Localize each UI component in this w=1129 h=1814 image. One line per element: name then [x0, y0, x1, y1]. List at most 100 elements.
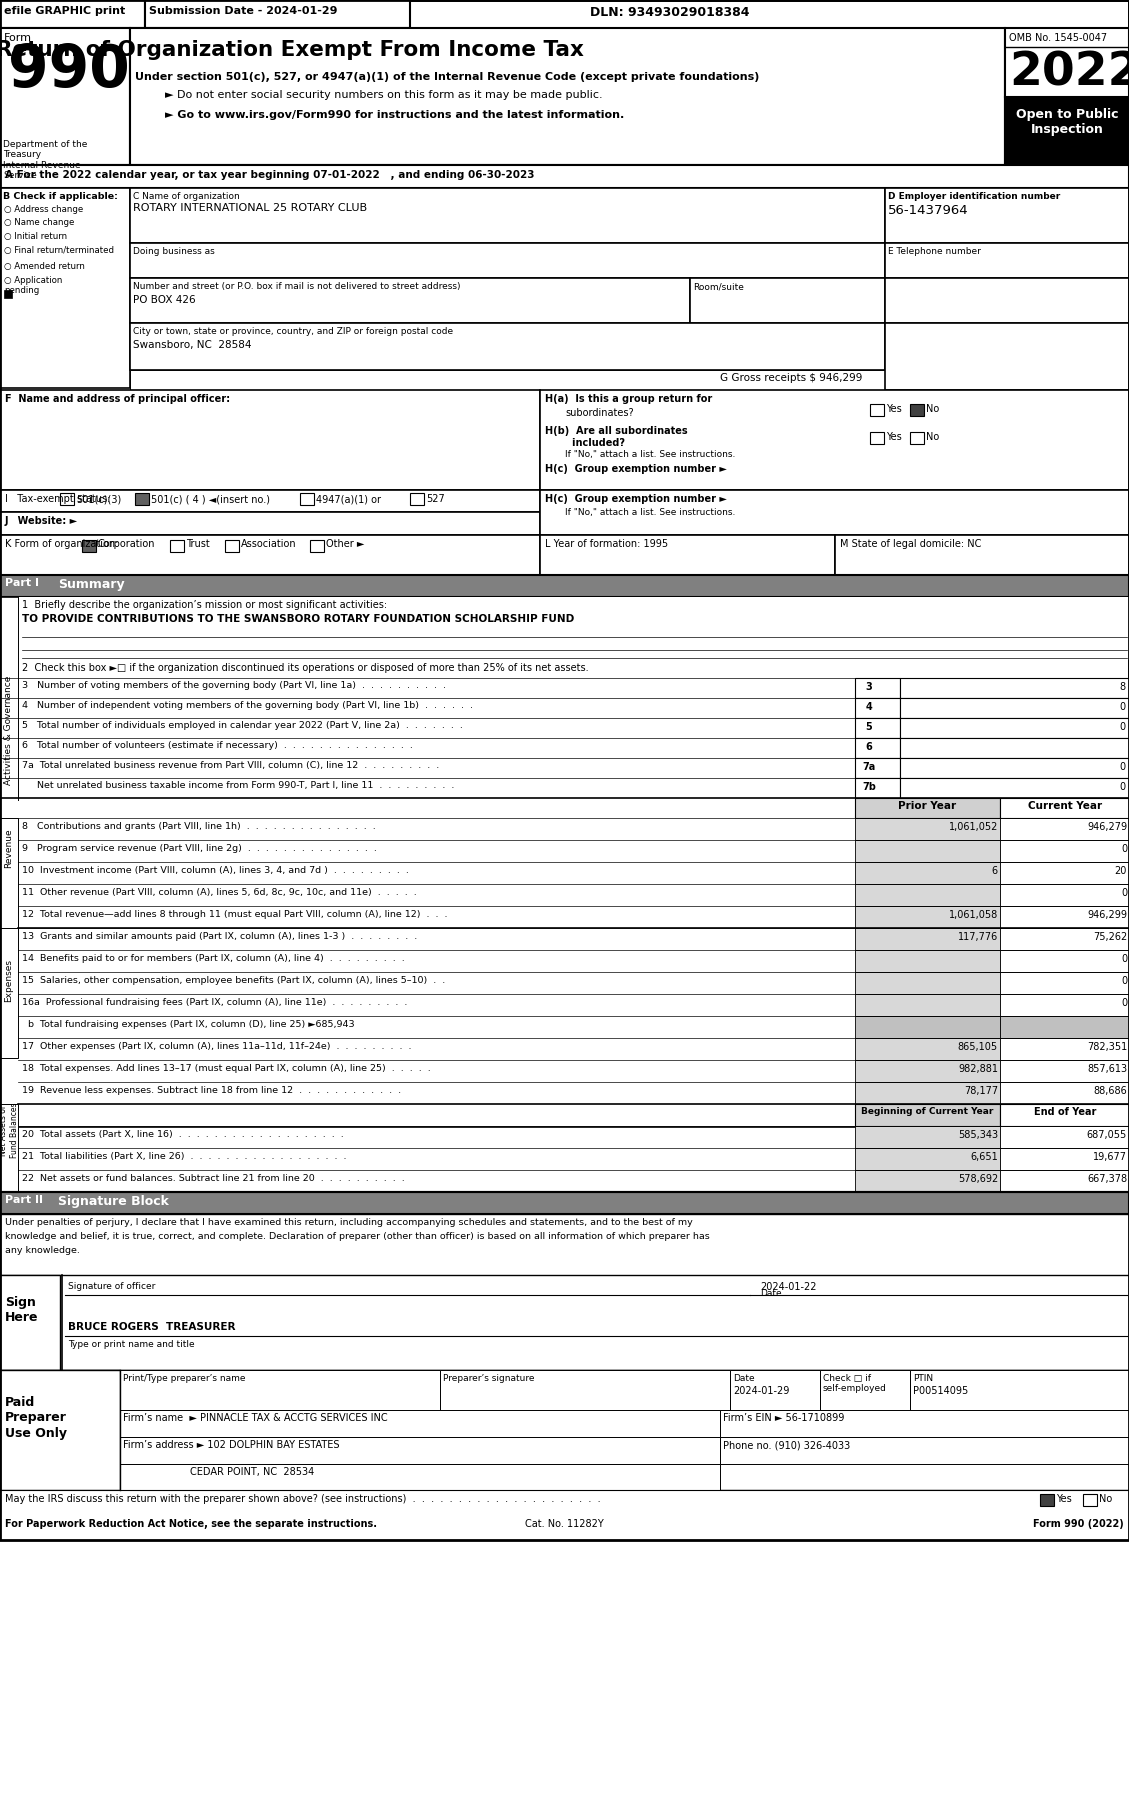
Bar	[720, 1409, 1129, 1437]
Text: 0: 0	[1120, 782, 1126, 793]
Text: 6   Total number of volunteers (estimate if necessary)  .  .  .  .  .  .  .  .  : 6 Total number of volunteers (estimate i…	[21, 740, 413, 749]
Text: efile GRAPHIC print: efile GRAPHIC print	[5, 5, 125, 16]
Text: D Employer identification number: D Employer identification number	[889, 192, 1060, 201]
Text: Yes: Yes	[1056, 1495, 1071, 1504]
Text: Under section 501(c), 527, or 4947(a)(1) of the Internal Revenue Code (except pr: Under section 501(c), 527, or 4947(a)(1)…	[135, 73, 760, 82]
Text: Net unrelated business taxable income from Form 990-T, Part I, line 11  .  .  . : Net unrelated business taxable income fr…	[21, 782, 454, 791]
Text: K Form of organization:: K Form of organization:	[5, 539, 119, 550]
Text: B Check if applicable:: B Check if applicable:	[3, 192, 117, 201]
Bar	[1005, 96, 1129, 165]
Bar	[0, 1214, 1129, 1275]
Text: TO PROVIDE CONTRIBUTIONS TO THE SWANSBORO ROTARY FOUNDATION SCHOLARSHIP FUND: TO PROVIDE CONTRIBUTIONS TO THE SWANSBOR…	[21, 613, 575, 624]
Text: 982,881: 982,881	[959, 1065, 998, 1074]
Bar	[855, 1016, 1000, 1038]
Bar	[410, 493, 425, 504]
Bar	[0, 189, 130, 388]
Text: City or town, state or province, country, and ZIP or foreign postal code: City or town, state or province, country…	[133, 327, 453, 336]
Text: 0: 0	[1121, 998, 1127, 1009]
Bar	[855, 698, 900, 718]
Bar	[120, 1370, 440, 1409]
Bar	[690, 278, 885, 323]
Bar	[855, 1038, 1000, 1059]
Bar	[1000, 862, 1129, 883]
Text: Other ►: Other ►	[326, 539, 365, 550]
Bar	[0, 165, 1129, 189]
Text: No: No	[1099, 1495, 1112, 1504]
Text: Firm’s EIN ► 56-1710899: Firm’s EIN ► 56-1710899	[723, 1413, 844, 1422]
Bar	[900, 678, 1129, 698]
Bar	[170, 541, 184, 551]
Bar	[1000, 883, 1129, 905]
Text: 16a  Professional fundraising fees (Part IX, column (A), line 11e)  .  .  .  .  : 16a Professional fundraising fees (Part …	[21, 998, 408, 1007]
Bar	[130, 278, 690, 323]
Bar	[855, 778, 900, 798]
Bar	[885, 243, 1129, 278]
Text: Doing business as: Doing business as	[133, 247, 215, 256]
Text: Beginning of Current Year: Beginning of Current Year	[860, 1107, 994, 1116]
Bar	[145, 0, 410, 27]
Text: Corporation: Corporation	[98, 539, 156, 550]
Bar	[0, 1489, 1129, 1517]
Bar	[855, 1148, 1000, 1170]
Text: 2  Check this box ►□ if the organization discontinued its operations or disposed: 2 Check this box ►□ if the organization …	[21, 662, 588, 673]
Text: H(a)  Is this a group return for: H(a) Is this a group return for	[545, 394, 712, 405]
Text: 687,055: 687,055	[1087, 1130, 1127, 1139]
Bar	[310, 541, 324, 551]
Text: For Paperwork Reduction Act Notice, see the separate instructions.: For Paperwork Reduction Act Notice, see …	[5, 1518, 377, 1529]
Text: Part I: Part I	[5, 579, 40, 588]
Text: Submission Date - 2024-01-29: Submission Date - 2024-01-29	[149, 5, 338, 16]
Bar	[0, 27, 130, 165]
Bar	[1000, 905, 1129, 929]
Text: 8: 8	[1120, 682, 1126, 691]
Bar	[1000, 818, 1129, 840]
Text: 0: 0	[1120, 702, 1126, 713]
Text: 20  Total assets (Part X, line 16)  .  .  .  .  .  .  .  .  .  .  .  .  .  .  . : 20 Total assets (Part X, line 16) . . . …	[21, 1130, 343, 1139]
Text: No: No	[926, 432, 939, 443]
Text: Expenses: Expenses	[5, 958, 14, 1001]
Bar	[1000, 798, 1129, 818]
Text: Preparer’s signature: Preparer’s signature	[443, 1373, 534, 1382]
Bar	[0, 575, 1129, 597]
Text: Number and street (or P.O. box if mail is not delivered to street address): Number and street (or P.O. box if mail i…	[133, 281, 461, 290]
Text: Summary: Summary	[58, 579, 124, 591]
Bar	[1000, 1126, 1129, 1148]
Bar	[1000, 951, 1129, 972]
Text: 6: 6	[866, 742, 873, 753]
Bar	[300, 493, 314, 504]
Text: H(c)  Group exemption number ►: H(c) Group exemption number ►	[545, 464, 727, 473]
Bar	[0, 1192, 1129, 1214]
Text: E Telephone number: E Telephone number	[889, 247, 981, 256]
Text: Print/Type preparer’s name: Print/Type preparer’s name	[123, 1373, 245, 1382]
Bar	[1000, 1038, 1129, 1059]
Bar	[720, 1437, 1129, 1464]
Text: 7b: 7b	[863, 782, 876, 793]
Bar	[1000, 972, 1129, 994]
Text: Current Year: Current Year	[1027, 802, 1102, 811]
Text: 1  Briefly describe the organization’s mission or most significant activities:: 1 Briefly describe the organization’s mi…	[21, 600, 387, 610]
Text: Activities & Governance: Activities & Governance	[5, 675, 14, 785]
Text: 18  Total expenses. Add lines 13–17 (must equal Part IX, column (A), line 25)  .: 18 Total expenses. Add lines 13–17 (must…	[21, 1065, 431, 1074]
Bar	[540, 390, 1129, 490]
Text: 8   Contributions and grants (Part VIII, line 1h)  .  .  .  .  .  .  .  .  .  . : 8 Contributions and grants (Part VIII, l…	[21, 822, 376, 831]
Text: Signature Block: Signature Block	[58, 1195, 169, 1208]
Text: Association: Association	[240, 539, 297, 550]
Text: 3   Number of voting members of the governing body (Part VI, line 1a)  .  .  .  : 3 Number of voting members of the govern…	[21, 680, 446, 689]
Bar	[855, 883, 1000, 905]
Text: 15  Salaries, other compensation, employee benefits (Part IX, column (A), lines : 15 Salaries, other compensation, employe…	[21, 976, 445, 985]
Bar	[0, 0, 1129, 1540]
Text: 10  Investment income (Part VIII, column (A), lines 3, 4, and 7d )  .  .  .  .  : 10 Investment income (Part VIII, column …	[21, 865, 409, 874]
Text: any knowledge.: any knowledge.	[5, 1246, 80, 1255]
Text: A For the 2022 calendar year, or tax year beginning 07-01-2022   , and ending 06: A For the 2022 calendar year, or tax yea…	[5, 171, 534, 180]
Bar	[855, 818, 1000, 840]
Text: 78,177: 78,177	[964, 1087, 998, 1096]
Text: No: No	[926, 405, 939, 414]
Text: Date: Date	[760, 1290, 781, 1299]
Text: 857,613: 857,613	[1087, 1065, 1127, 1074]
Bar	[120, 1464, 720, 1489]
Bar	[0, 1105, 18, 1194]
Text: ○ Final return/terminated: ○ Final return/terminated	[5, 247, 114, 256]
Bar	[18, 597, 1129, 660]
Text: If "No," attach a list. See instructions.: If "No," attach a list. See instructions…	[564, 508, 735, 517]
Bar	[1083, 1495, 1097, 1506]
Bar	[855, 1059, 1000, 1081]
